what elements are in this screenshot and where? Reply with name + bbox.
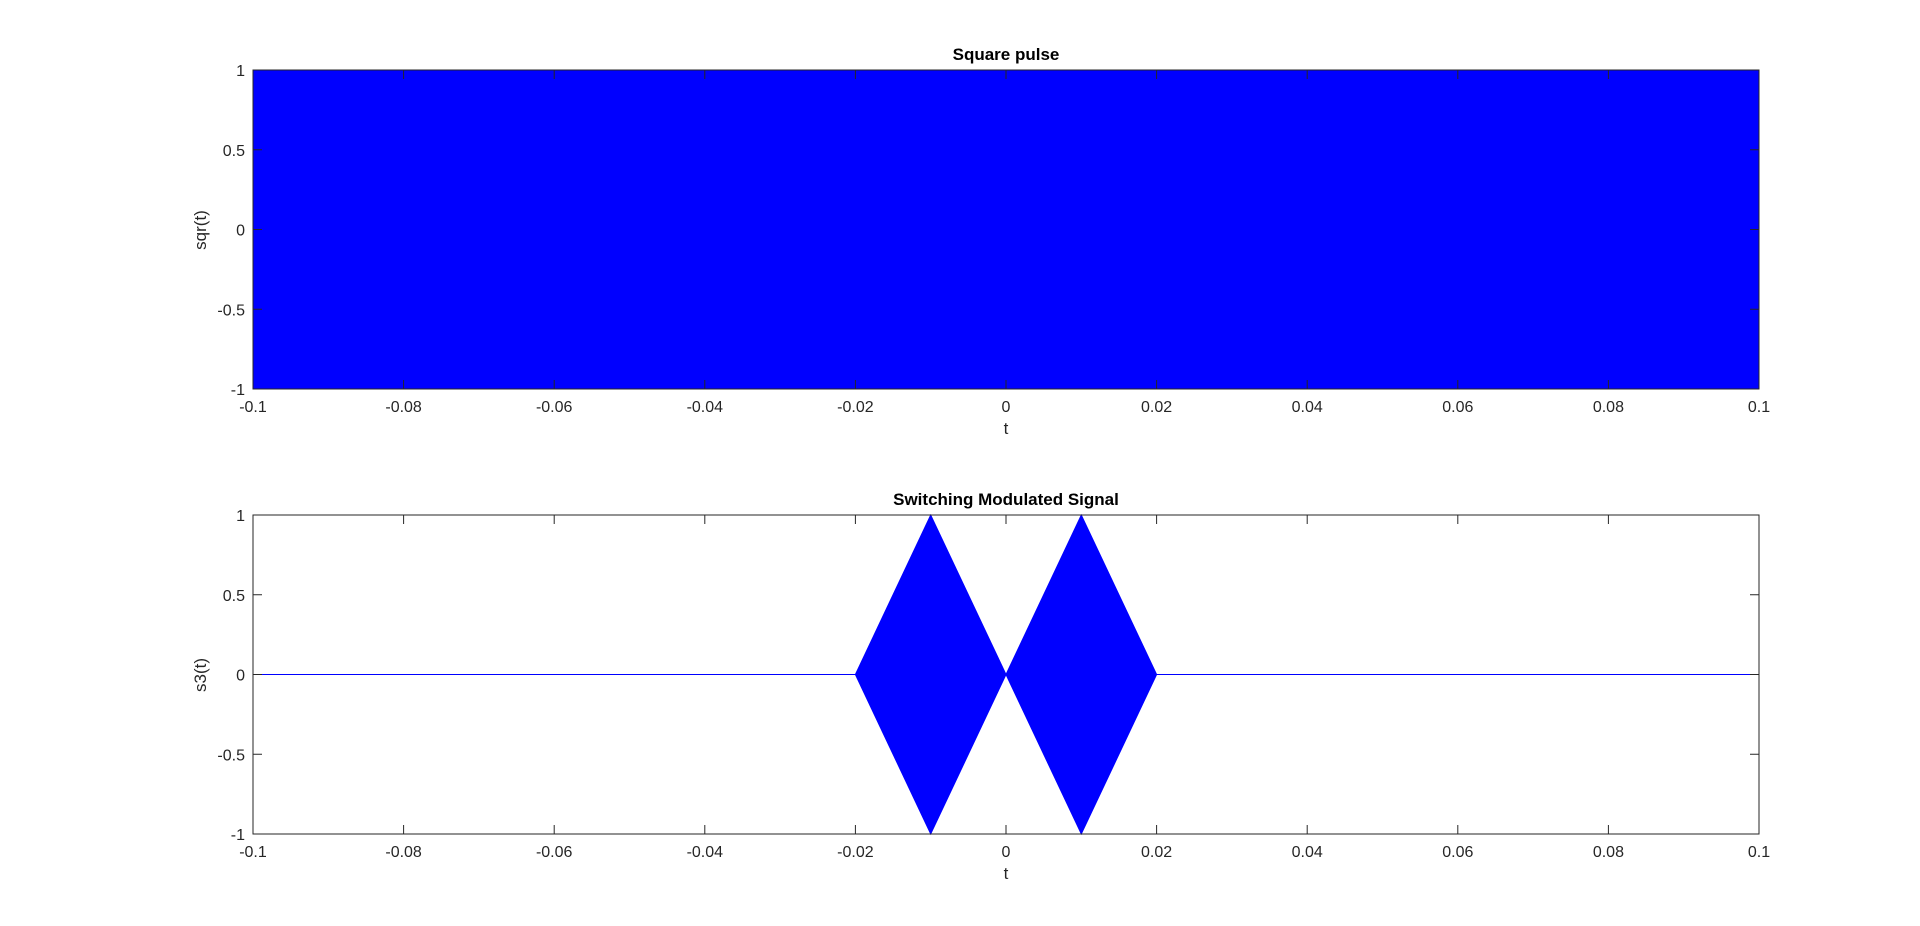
x-tick-label: -0.08 <box>385 844 422 861</box>
series-fill <box>252 69 1760 390</box>
x-tick-label: 0 <box>1002 399 1011 416</box>
ticks: -0.1 -0.08 -0.06 -0.04 -0.02 0 0.02 0.04 0.06 0.0… <box>217 508 1770 861</box>
x-tick-label: -0.02 <box>837 399 874 416</box>
y-tick-label: -0.5 <box>217 747 245 764</box>
y-tick-label: 0.5 <box>223 143 245 160</box>
x-tick-label: -0.04 <box>687 399 724 416</box>
y-tick-label: 1 <box>236 63 245 80</box>
x-tick-label: 0.04 <box>1292 399 1323 416</box>
plot-area <box>252 69 1760 390</box>
y-axis-label: sqr(t) <box>191 210 210 250</box>
x-tick-label: -0.06 <box>536 844 573 861</box>
x-axis-label: t <box>1004 419 1009 438</box>
plot-title: Square pulse <box>953 45 1060 64</box>
x-tick-label: 0.08 <box>1593 844 1624 861</box>
switching-modulated-signal-plot: Switching Modulated Signal t s3(t) -0.1-… <box>191 490 1770 883</box>
y-axis-label: s3(t) <box>191 658 210 692</box>
y-tick-label: 1 <box>236 508 245 525</box>
x-tick-label: 0.1 <box>1748 399 1770 416</box>
x-tick-label: 0.04 <box>1292 844 1323 861</box>
y-tick-label: -1 <box>231 382 245 399</box>
plot-title: Switching Modulated Signal <box>893 490 1119 509</box>
x-tick-label: -0.02 <box>837 844 874 861</box>
square-pulse-plot: Square pulse t sqr(t) -0.1 -0.08 -0.06 -0.0… <box>191 45 1770 438</box>
x-tick-label: -0.1 <box>239 844 267 861</box>
y-tick-label: 0 <box>236 223 245 240</box>
x-tick-label: 0.08 <box>1593 399 1624 416</box>
y-tick-label: -1 <box>231 827 245 844</box>
x-tick-label: 0.06 <box>1442 399 1473 416</box>
x-tick-label: 0.06 <box>1442 844 1473 861</box>
y-tick-label: -0.5 <box>217 302 245 319</box>
plot-area <box>253 513 1759 836</box>
y-tick-label: 0.5 <box>223 588 245 605</box>
x-tick-label: 0.02 <box>1141 844 1172 861</box>
x-tick-label: 0.1 <box>1748 844 1770 861</box>
x-tick-label: -0.08 <box>385 399 422 416</box>
x-tick-label: -0.04 <box>687 844 724 861</box>
x-tick-label: -0.06 <box>536 399 573 416</box>
series-fill <box>253 513 1759 836</box>
ticks: -0.1 -0.08 -0.06 -0.04 -0.02 0 0.02 0.04 0.06 0.0… <box>217 63 1770 416</box>
x-tick-label: -0.1 <box>239 399 267 416</box>
x-axis-label: t <box>1004 864 1009 883</box>
x-tick-label: 0.02 <box>1141 399 1172 416</box>
x-tick-label: 0 <box>1002 844 1011 861</box>
y-tick-label: 0 <box>236 668 245 685</box>
